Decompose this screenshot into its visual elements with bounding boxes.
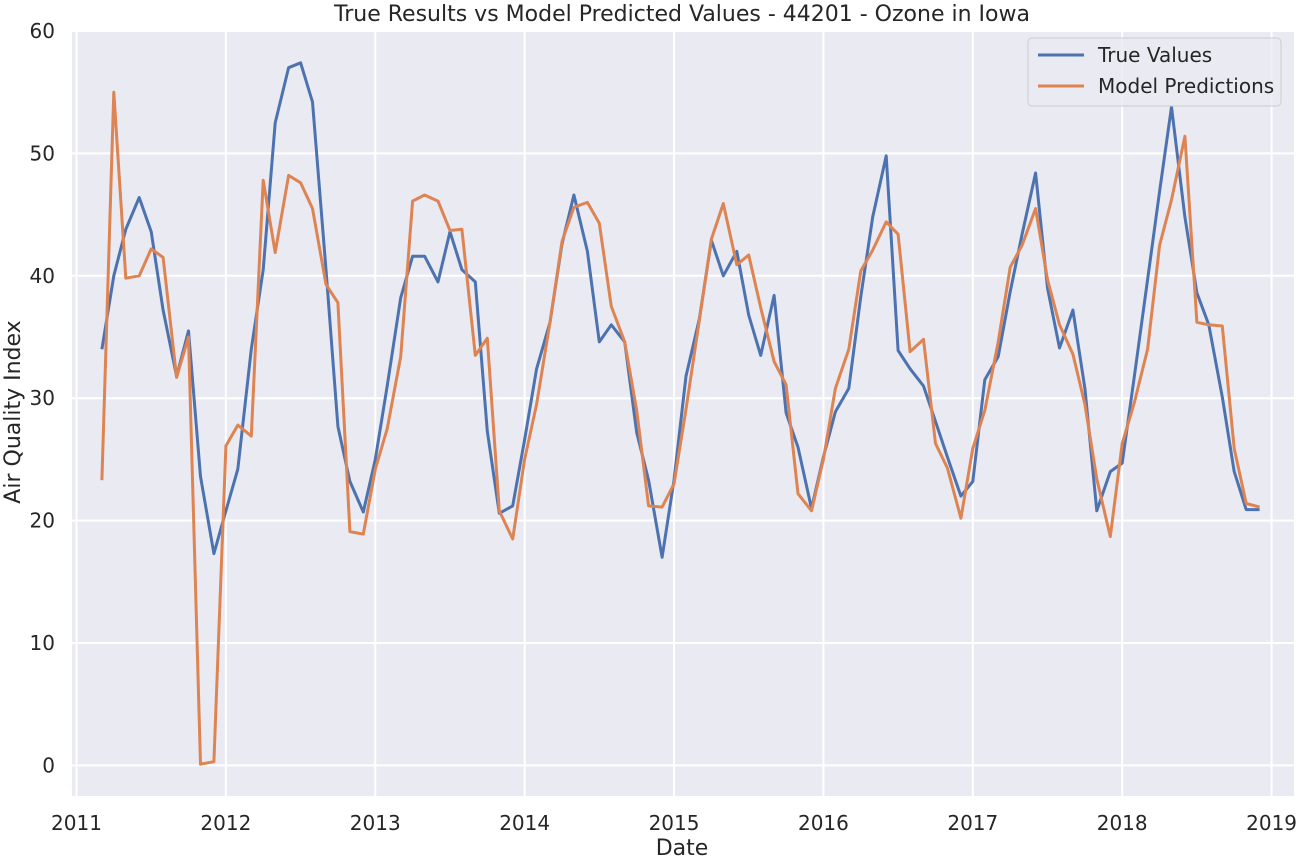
x-tick-label: 2014: [499, 811, 550, 835]
y-tick-label: 50: [30, 141, 55, 165]
model-predictions-line: [100, 90, 1260, 766]
x-tick-label: 2019: [1246, 811, 1296, 835]
chart-title: True Results vs Model Predicted Values -…: [333, 2, 1030, 27]
y-axis-label: Air Quality Index: [1, 320, 26, 503]
x-tick-label: 2017: [947, 811, 998, 835]
legend: True Values Model Predictions: [1027, 37, 1282, 107]
legend-box: [1027, 37, 1282, 107]
x-tick-label: 2013: [350, 811, 401, 835]
grid-lines: [72, 30, 1294, 796]
y-tick-labels: 0 10 20 30 40 50 60: [30, 19, 55, 777]
y-tick-label: 60: [30, 19, 55, 43]
true-values-line: [100, 61, 1260, 559]
y-tick-label: 10: [30, 631, 55, 655]
legend-label-true-values: True Values: [1097, 43, 1212, 67]
y-tick-label: 40: [30, 264, 55, 288]
x-axis-label: Date: [656, 836, 709, 861]
y-tick-label: 30: [30, 386, 55, 410]
legend-label-model-predictions: Model Predictions: [1098, 74, 1274, 98]
y-tick-label: 0: [42, 753, 55, 777]
series-lines: [100, 61, 1260, 766]
x-tick-label: 2016: [798, 811, 849, 835]
x-tick-label: 2012: [200, 811, 251, 835]
x-tick-labels: 2011 2012 2013 2014 2015 2016 2017 2018 2019: [51, 811, 1296, 835]
x-tick-label: 2015: [649, 811, 700, 835]
x-tick-label: 2011: [51, 811, 102, 835]
x-tick-label: 2018: [1097, 811, 1148, 835]
y-tick-label: 20: [30, 509, 55, 533]
